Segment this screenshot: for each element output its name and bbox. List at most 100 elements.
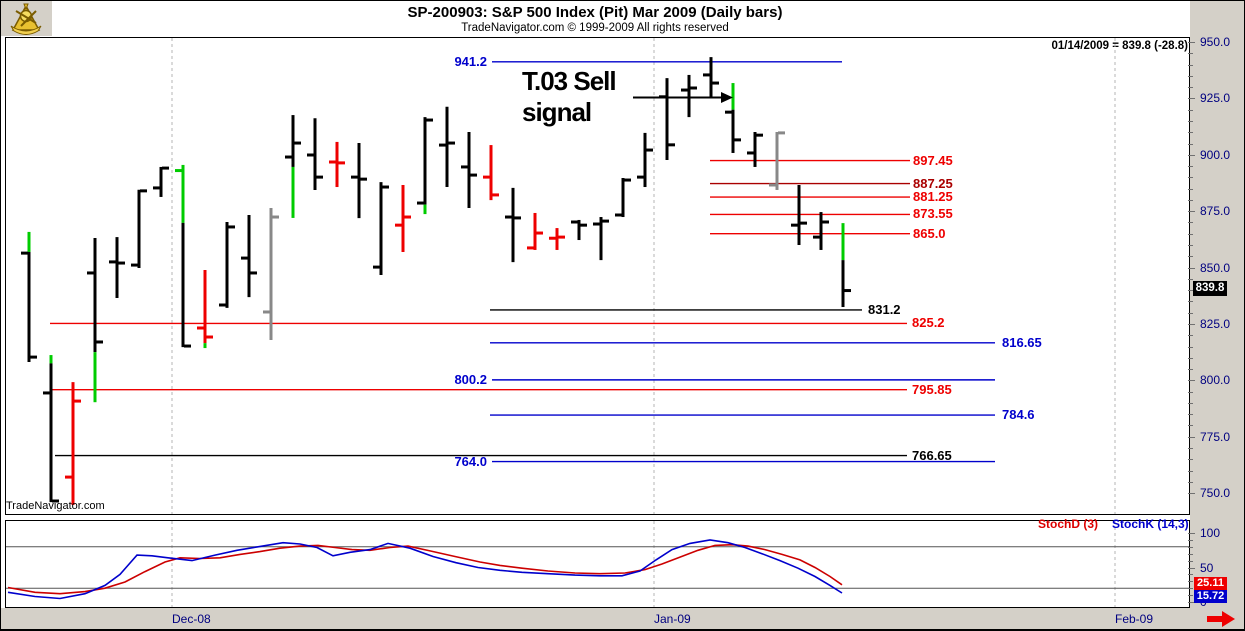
stoch-axis-tick: [1188, 546, 1193, 548]
month-label: Feb-09: [1115, 612, 1154, 626]
price-axis-tick: [1188, 369, 1193, 370]
month-label: Dec-08: [172, 612, 211, 626]
price-axis-tick: [1188, 177, 1193, 179]
stochk-value-box: 15.72: [1194, 590, 1227, 603]
tradenavigator-sextant-logo-icon: [7, 2, 45, 40]
price-axis-tick: [1188, 402, 1193, 404]
price-axis-tick: [1188, 357, 1193, 359]
price-axis-tick: [1188, 312, 1193, 314]
level-label: 825.2: [912, 315, 945, 331]
price-axis-strip: [1190, 0, 1245, 629]
price-axis-label: 750.0: [1200, 486, 1231, 501]
price-axis-label: 825.0: [1200, 316, 1231, 331]
price-axis-tick: [1188, 42, 1195, 43]
price-axis-tick: [1188, 53, 1193, 55]
price-axis-tick: [1188, 380, 1195, 382]
price-axis-tick: [1188, 459, 1193, 461]
price-axis-tick: [1188, 436, 1195, 438]
time-axis-strip: [0, 608, 1245, 629]
sell-signal-annotation: T.03 Sell signal: [522, 66, 617, 128]
sell-signal-line2: signal: [522, 97, 592, 127]
price-axis-tick: [1188, 222, 1193, 224]
level-label: 941.2: [454, 53, 487, 69]
price-axis-tick: [1188, 132, 1193, 134]
stoch-axis-label: 100: [1200, 526, 1221, 540]
stoch-axis-tick: [1188, 602, 1195, 603]
price-axis-label: 925.0: [1200, 91, 1231, 106]
price-axis-tick: [1188, 245, 1193, 246]
stoch-axis-tick: [1188, 567, 1195, 569]
stoch-axis-tick: [1188, 595, 1193, 597]
price-axis-label: 900.0: [1200, 147, 1231, 162]
price-axis-tick: [1188, 199, 1193, 201]
chart-watermark: TradeNavigator.com: [6, 500, 105, 512]
price-axis-tick: [1188, 301, 1193, 303]
price-axis-tick: [1188, 346, 1193, 348]
stoch-axis-tick: [1188, 533, 1195, 534]
price-axis-tick: [1188, 290, 1193, 292]
price-axis-tick: [1188, 188, 1193, 190]
stoch-axis-tick: [1188, 539, 1193, 541]
price-axis-tick: [1188, 278, 1193, 280]
price-axis-label: 850.0: [1200, 260, 1231, 275]
stoch-panel-border: [5, 520, 1190, 608]
stochastic-legend: StochD (3) StochK (14,3): [1038, 517, 1189, 531]
level-label: 766.65: [912, 447, 952, 463]
stoch-axis-tick: [1188, 553, 1193, 555]
level-label: 865.0: [913, 225, 946, 241]
price-axis-tick: [1188, 87, 1193, 89]
level-label: 784.6: [1002, 407, 1035, 423]
price-axis-tick: [1188, 335, 1193, 337]
price-axis-tick: [1188, 98, 1195, 100]
copyright-subtitle: TradeNavigator.com © 1999-2009 All right…: [461, 22, 729, 34]
price-axis-label: 800.0: [1200, 373, 1231, 388]
stochk-legend-label: StochK (14,3): [1112, 517, 1189, 531]
level-label: 897.45: [913, 152, 953, 168]
price-axis-tick: [1188, 64, 1193, 66]
price-axis-tick: [1188, 481, 1193, 483]
price-axis-label: 875.0: [1200, 204, 1231, 219]
price-axis-tick: [1188, 267, 1195, 269]
stochd-legend-label: StochD (3): [1038, 517, 1098, 531]
price-axis-tick: [1188, 391, 1193, 393]
price-axis-tick: [1188, 211, 1195, 213]
price-axis-tick: [1188, 166, 1193, 168]
price-axis-tick: [1188, 256, 1193, 258]
price-axis-tick: [1188, 143, 1193, 145]
price-axis-tick: [1188, 414, 1193, 416]
price-axis-tick: [1188, 493, 1195, 495]
month-label: Jan-09: [654, 612, 691, 626]
sell-arrow-head-icon: [721, 92, 733, 103]
level-label: 816.65: [1002, 334, 1042, 350]
stoch-curve: [7, 543, 843, 595]
level-label: 873.55: [913, 206, 953, 222]
level-label: 881.25: [913, 189, 953, 205]
level-label: 831.2: [868, 301, 901, 317]
price-axis-label: 775.0: [1200, 429, 1231, 444]
level-label: 800.2: [454, 371, 487, 387]
last-price-box: 839.8: [1193, 281, 1227, 296]
page-title: SP-200903: S&P 500 Index (Pit) Mar 2009 …: [407, 4, 783, 21]
last-bar-readout: 01/14/2009 = 839.8 (-28.8): [1051, 40, 1188, 52]
stoch-axis-tick: [1188, 560, 1193, 562]
stoch-axis-tick: [1188, 581, 1193, 583]
price-axis-tick: [1188, 75, 1193, 77]
price-axis-tick: [1188, 470, 1193, 472]
stoch-axis-label: 50: [1200, 560, 1214, 575]
scroll-right-button[interactable]: [1206, 611, 1236, 627]
price-axis-tick: [1188, 448, 1193, 449]
price-panel-border: [5, 37, 1190, 515]
stoch-curve: [7, 539, 843, 600]
level-label: 887.25: [913, 175, 953, 191]
price-axis-tick: [1188, 425, 1193, 427]
stoch-axis-tick: [1188, 574, 1193, 576]
level-label: 764.0: [454, 453, 487, 469]
stoch-axis-tick: [1188, 588, 1193, 590]
price-axis-tick: [1188, 233, 1193, 235]
stochastic-panel-canvas: [5, 520, 1190, 608]
price-axis-label: 950.0: [1200, 35, 1231, 49]
stochd-value-box: 25.11: [1194, 577, 1227, 590]
price-axis-tick: [1188, 120, 1193, 122]
level-label: 795.85: [912, 381, 952, 397]
